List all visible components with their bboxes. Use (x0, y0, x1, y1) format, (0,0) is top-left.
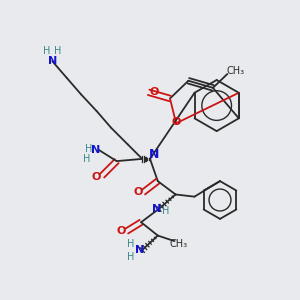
Text: H: H (128, 239, 135, 249)
Text: O: O (116, 226, 126, 236)
Text: H: H (83, 154, 90, 164)
Text: H: H (85, 144, 93, 154)
Text: N: N (135, 245, 145, 255)
Text: N: N (152, 204, 161, 214)
Text: N: N (149, 148, 160, 161)
Text: CH₃: CH₃ (170, 239, 188, 249)
Text: N: N (48, 56, 57, 66)
Text: H: H (43, 46, 50, 56)
Text: CH₃: CH₃ (226, 66, 244, 76)
Text: O: O (133, 187, 142, 197)
Text: N: N (91, 145, 100, 155)
Text: H: H (54, 46, 62, 56)
Text: O: O (149, 87, 159, 97)
Text: H: H (128, 252, 135, 262)
Text: H: H (162, 206, 169, 216)
Text: O: O (92, 172, 101, 182)
Text: O: O (171, 117, 181, 127)
